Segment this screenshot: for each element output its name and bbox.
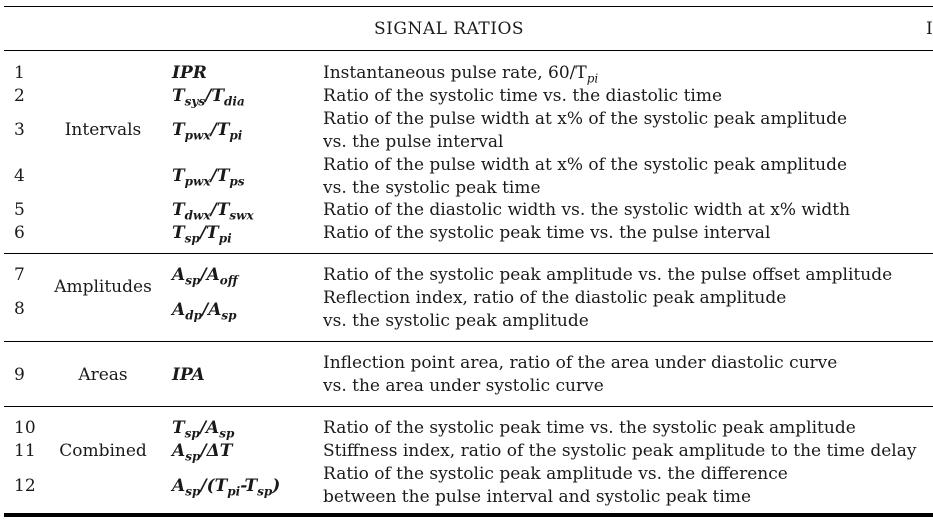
row-symbol: Tpwx/Tpi [172, 120, 243, 143]
row-symbol: Tdwx/Tswx [172, 200, 254, 223]
row-description: Ratio of the systolic peak amplitude vs.… [323, 265, 893, 285]
row-description-cont: vs. the area under systolic curve [323, 376, 604, 396]
row-description: Ratio of the systolic peak time vs. the … [323, 418, 856, 438]
row-symbol: Adp/Asp [172, 300, 237, 323]
row-number: 9 [14, 365, 25, 385]
row-symbol: Tsp/Asp [172, 418, 235, 441]
row-description: Ratio of the diastolic width vs. the sys… [323, 200, 851, 220]
row-description: Ratio of the systolic time vs. the diast… [323, 86, 723, 106]
row-number: 7 [14, 265, 25, 285]
group-label-amplitudes: Amplitudes [54, 277, 152, 297]
row-number: 4 [14, 166, 25, 186]
row-number: 1 [14, 63, 25, 83]
row-description-cont: vs. the systolic peak amplitude [323, 311, 589, 331]
group-rule [4, 341, 933, 342]
group-label-intervals: Intervals [64, 120, 142, 140]
row-number: 2 [14, 86, 25, 106]
row-number: 5 [14, 200, 25, 220]
row-symbol: Tsys/Tdia [172, 86, 245, 109]
row-description-cont: between the pulse interval and systolic … [323, 487, 752, 507]
row-description: Stiffness index, ratio of the systolic p… [323, 441, 917, 461]
row-symbol: Asp/ΔT [172, 441, 233, 464]
row-number: 3 [14, 120, 25, 140]
row-description: Ratio of the pulse width at x% of the sy… [323, 109, 848, 129]
table-title: SIGNAL RATIOS [374, 19, 525, 39]
top-rule [4, 6, 933, 7]
row-number: 10 [14, 418, 36, 438]
row-description: Inflection point area, ratio of the area… [323, 353, 838, 373]
row-description: Ratio of the systolic peak time vs. the … [323, 223, 771, 243]
row-number: 12 [14, 476, 36, 496]
group-rule [4, 253, 933, 254]
row-symbol: Tsp/Tpi [172, 223, 232, 246]
row-description: Reflection index, ratio of the diastolic… [323, 288, 787, 308]
group-label-combined: Combined [59, 441, 147, 461]
edge-fragment: I [926, 19, 933, 39]
row-description-cont: vs. the systolic peak time [323, 178, 541, 198]
row-symbol: IPA [172, 365, 205, 385]
row-number: 11 [14, 441, 36, 461]
group-rule [4, 406, 933, 407]
row-symbol: Asp/Aoff [172, 265, 238, 288]
row-number: 6 [14, 223, 25, 243]
row-description-cont: vs. the pulse interval [323, 132, 504, 152]
header-rule [4, 50, 933, 51]
row-symbol: Asp/(Tpi-Tsp) [172, 476, 281, 499]
row-description: Ratio of the pulse width at x% of the sy… [323, 155, 848, 175]
row-symbol: IPR [172, 63, 207, 83]
row-symbol: Tpwx/Tps [172, 166, 245, 189]
row-description: Instantaneous pulse rate, 60/Tpi [323, 63, 599, 86]
bottom-rule [4, 513, 933, 517]
row-description: Ratio of the systolic peak amplitude vs.… [323, 464, 788, 484]
group-label-areas: Areas [78, 365, 128, 385]
row-number: 8 [14, 299, 25, 319]
